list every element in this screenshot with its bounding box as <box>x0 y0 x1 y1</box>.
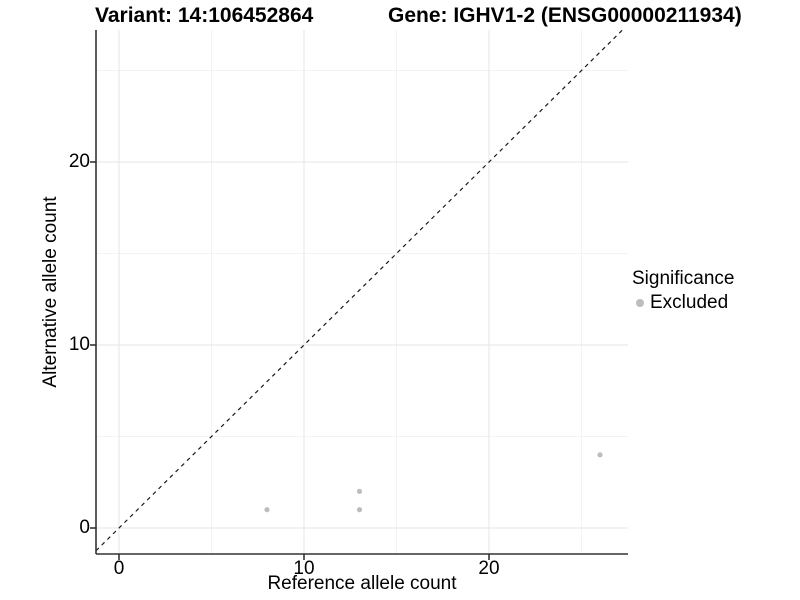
legend-item-excluded: Excluded <box>632 292 734 314</box>
y-tick-label: 20 <box>68 151 90 172</box>
data-point <box>597 452 603 458</box>
x-tick-label: 0 <box>113 558 125 579</box>
x-tick-label: 20 <box>478 558 500 579</box>
plot-title-variant: Variant: 14:106452864 <box>95 4 314 27</box>
data-point <box>356 488 363 494</box>
y-tick-label: 10 <box>68 334 90 355</box>
x-tick-label: 10 <box>293 558 315 579</box>
y-tick-label: 0 <box>79 517 90 538</box>
identity-dashed-line <box>95 29 623 552</box>
y-axis-title: Alternative allele count <box>40 196 61 388</box>
plot-title-gene: Gene: IGHV1-2 (ENSG00000211934) <box>388 4 742 27</box>
data-point <box>264 507 270 513</box>
legend-title: Significance <box>632 268 735 289</box>
x-axis-title: Reference allele count <box>267 573 457 594</box>
data-point <box>356 507 363 513</box>
legend: Significance Excluded <box>632 268 734 314</box>
legend-point-icon <box>636 299 644 307</box>
legend-item-label: Excluded <box>650 292 729 313</box>
